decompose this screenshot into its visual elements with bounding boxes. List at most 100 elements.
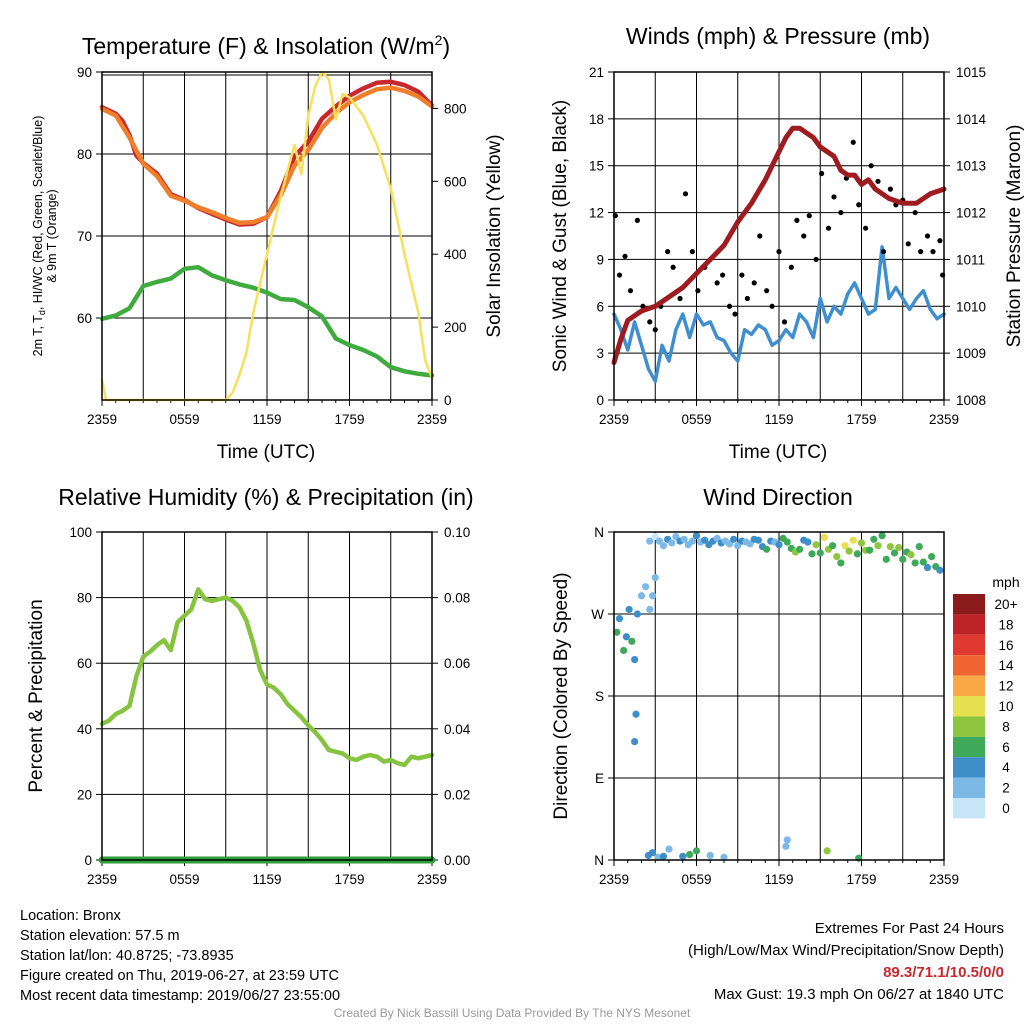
gust-point (689, 249, 695, 255)
legend-label: 16 (998, 638, 1013, 653)
direction-point (622, 633, 630, 641)
direction-point (808, 550, 816, 558)
direction-point (919, 558, 927, 566)
direction-point (841, 542, 849, 550)
temperature-panel: Temperature (F) & Insolation (W/m2) Time… (31, 32, 505, 463)
gust-point (813, 256, 819, 263)
gust-point (856, 202, 862, 208)
x-tick-label: 1759 (846, 872, 876, 887)
plot-frame (101, 71, 433, 401)
gust-point (806, 213, 812, 219)
direction-point (812, 541, 820, 549)
right-tick-label: 0.00 (444, 853, 470, 868)
gust-point (627, 288, 634, 294)
gust-point (776, 249, 782, 255)
wind-direction-chart-title: Wind Direction (703, 484, 853, 510)
x-tick-label: 1159 (252, 412, 281, 427)
direction-point (783, 836, 791, 844)
wind-direction-y-axis-label: Direction (Colored By Speed) (551, 572, 572, 819)
direction-point (878, 532, 886, 540)
legend-swatch (953, 696, 985, 717)
legend-label: 18 (998, 617, 1013, 632)
gust-point (825, 225, 832, 231)
gust-point (677, 295, 683, 302)
direction-point (672, 532, 680, 541)
gust-point (887, 186, 893, 192)
x-tick-label: 1759 (334, 412, 364, 427)
plot-frame (613, 71, 945, 401)
gust-point (616, 272, 623, 278)
humidity-panel: Relative Humidity (%) & Precipitation (i… (26, 484, 474, 887)
direction-point (857, 539, 866, 547)
gust-point (652, 327, 658, 333)
direction-point (720, 853, 728, 861)
direction-point (882, 555, 890, 563)
y-tick-label: W (591, 607, 604, 622)
gust-point (634, 217, 640, 223)
legend-swatch (953, 716, 985, 737)
direction-point (628, 637, 636, 645)
direction-point (845, 547, 853, 555)
direction-point (613, 628, 621, 636)
direction-point (692, 847, 701, 855)
legend-swatch (953, 675, 985, 696)
right-tick-label: 1008 (956, 393, 986, 408)
y-tick-label: 0 (596, 393, 604, 408)
legend-swatch (953, 634, 985, 656)
right-tick-label: 1013 (956, 159, 986, 174)
direction-point (734, 542, 742, 550)
y-tick-label: 18 (589, 112, 604, 127)
x-tick-label: 1159 (764, 872, 793, 887)
pressure-y-axis-label: Station Pressure (Maroon) (1004, 125, 1024, 348)
direction-point (833, 553, 841, 561)
gust-point (868, 163, 874, 169)
direction-point (620, 646, 628, 655)
direction-point (625, 605, 633, 614)
gust-point (714, 280, 720, 286)
y-tick-label: 6 (596, 299, 604, 314)
wind-line (612, 245, 946, 384)
right-tick-label: 0.06 (444, 656, 470, 671)
station-info: Location: Bronx Station elevation: 57.5 … (20, 906, 340, 1006)
gust-point (622, 253, 628, 259)
y-tick-label: 15 (589, 159, 604, 174)
direction-point (783, 538, 791, 546)
direction-point (631, 655, 639, 664)
gust-point (850, 139, 856, 145)
legend-label: 10 (998, 699, 1013, 714)
gust-point (665, 249, 671, 255)
direction-point (655, 537, 663, 545)
gust-point (912, 209, 918, 216)
y-tick-label: 80 (77, 147, 92, 162)
direction-point (646, 605, 654, 614)
x-tick-label: 2359 (417, 872, 447, 887)
direction-point (648, 592, 657, 600)
legend-swatch (953, 655, 985, 676)
temperature-x-axis-label: Time (UTC) (217, 442, 316, 463)
direction-point (651, 532, 659, 541)
right-tick-label: 1012 (956, 206, 986, 221)
gust-point (918, 249, 924, 255)
x-tick-label: 1759 (846, 412, 876, 427)
right-tick-label: 1009 (956, 346, 986, 361)
x-tick-label: 2359 (87, 412, 117, 427)
direction-point (754, 536, 762, 544)
direction-point (725, 540, 734, 548)
x-tick-label: 0559 (169, 412, 199, 427)
direction-point (915, 542, 923, 551)
y-tick-label: N (594, 853, 604, 868)
gust-point (757, 233, 763, 239)
winds-x-axis-label: Time (UTC) (729, 442, 828, 463)
gust-point (905, 241, 911, 247)
humidity-chart-title: Relative Humidity (%) & Precipitation (i… (58, 484, 473, 510)
temperature-y-axis-label: 2m T, Td, HI/WC (Red, Green, Scarlet/Blu… (31, 116, 47, 357)
direction-point (659, 852, 668, 860)
right-tick-label: 200 (444, 320, 467, 335)
temperature-y-axis-label-line2: & 9m T (Orange) (45, 189, 59, 282)
direction-point (775, 541, 783, 549)
y-tick-label: 90 (77, 65, 92, 80)
elevation-text: Station elevation: 57.5 m (20, 928, 180, 944)
legend-label: 8 (1002, 719, 1010, 734)
y-tick-label: 12 (589, 206, 604, 221)
direction-point (829, 542, 837, 550)
